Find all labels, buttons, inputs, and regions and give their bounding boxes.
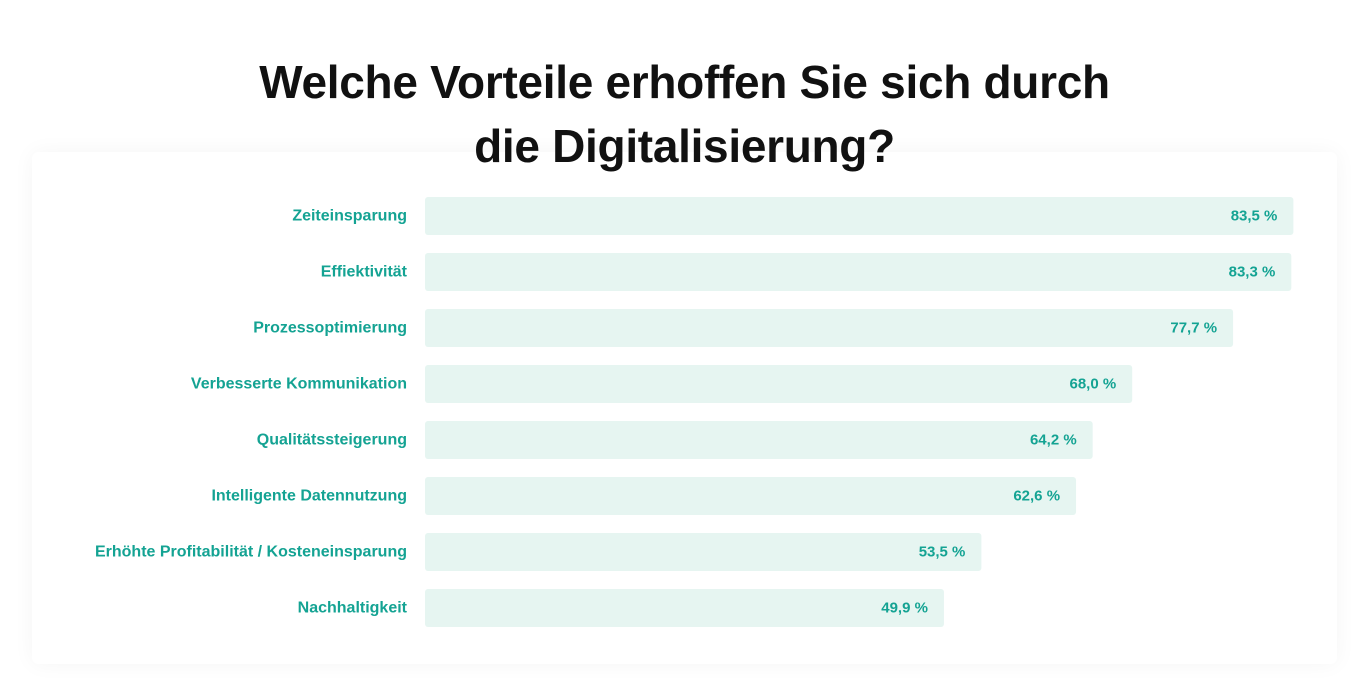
bar-row: Prozessoptimierung 77,7 %	[253, 309, 1234, 347]
value-label: 83,3 %	[1229, 264, 1276, 281]
value-label: 62,6 %	[1013, 488, 1060, 505]
bar-row: Nachhaltigkeit 49,9 %	[298, 589, 944, 627]
chart-title: Welche Vorteile erhoffen Sie sich durch …	[0, 50, 1369, 178]
bar	[425, 421, 1093, 459]
bar	[425, 309, 1234, 347]
bar	[425, 477, 1077, 515]
value-label: 64,2 %	[1030, 432, 1077, 449]
bar-row: Erhöhte Profitabilität / Kosteneinsparun…	[95, 533, 982, 571]
chart-title-line-2: die Digitalisierung?	[474, 120, 895, 172]
category-label: Zeiteinsparung	[292, 208, 407, 225]
category-label: Verbesserte Kommunikation	[191, 376, 407, 393]
bar	[425, 365, 1133, 403]
category-label: Intelligente Datennutzung	[211, 488, 407, 505]
bar	[425, 589, 944, 627]
chart-title-line-1: Welche Vorteile erhoffen Sie sich durch	[259, 56, 1110, 108]
category-label: Erhöhte Profitabilität / Kosteneinsparun…	[95, 544, 407, 561]
bars-group: Zeiteinsparung 83,5 % Effiektivität 83,3 % P…	[95, 197, 1294, 627]
value-label: 83,5 %	[1231, 208, 1278, 225]
bar	[425, 197, 1294, 235]
bar-row: Effiektivität 83,3 %	[321, 253, 1292, 291]
value-label: 77,7 %	[1170, 320, 1217, 337]
value-label: 53,5 %	[919, 544, 966, 561]
category-label: Prozessoptimierung	[253, 320, 407, 337]
bar-row: Zeiteinsparung 83,5 %	[292, 197, 1294, 235]
value-label: 68,0 %	[1069, 376, 1116, 393]
category-label: Effiektivität	[321, 264, 408, 281]
bar	[425, 533, 982, 571]
value-label: 49,9 %	[881, 600, 928, 617]
bar-row: Qualitätssteigerung 64,2 %	[257, 421, 1093, 459]
bar-row: Verbesserte Kommunikation 68,0 %	[191, 365, 1133, 403]
chart-card	[32, 152, 1337, 664]
bar	[425, 253, 1292, 291]
category-label: Nachhaltigkeit	[298, 600, 408, 617]
bar-row: Intelligente Datennutzung 62,6 %	[211, 477, 1077, 515]
category-label: Qualitätssteigerung	[257, 432, 407, 449]
